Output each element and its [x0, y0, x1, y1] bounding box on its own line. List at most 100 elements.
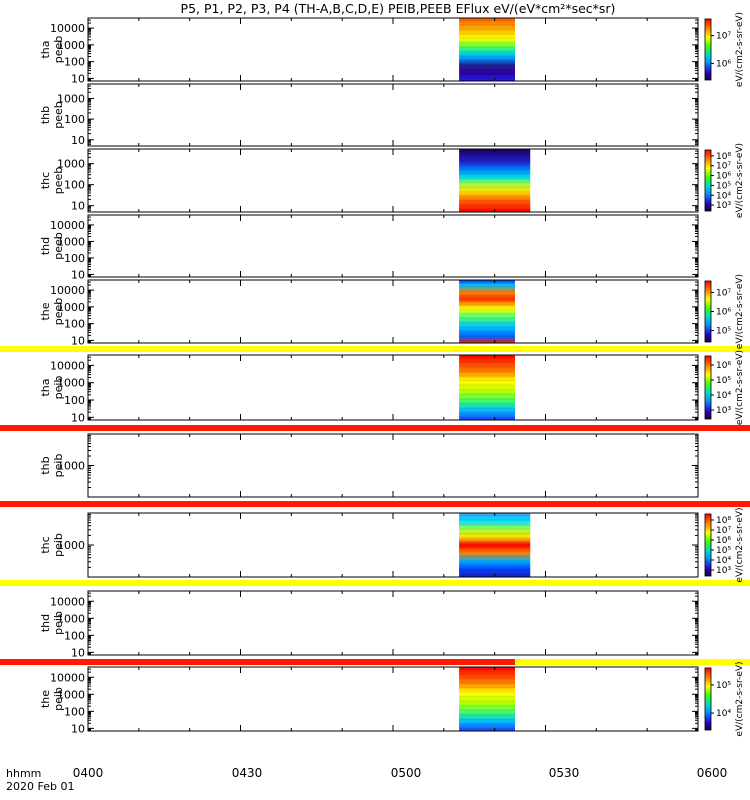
colorbar-tick-label: 10⁷ [716, 162, 731, 172]
y-axis-label-probe: thc [39, 536, 52, 553]
y-tick-label: 1000 [57, 92, 85, 105]
y-axis-label-product: peeb [52, 298, 65, 326]
panel-tha-peib: 10 100 1000 10000 tha peib 10³ 10⁴ 10⁵ 10⁶ eV/(cm2… [0, 350, 750, 431]
flag-bar-red [0, 659, 515, 665]
y-tick-label: 10000 [50, 219, 85, 232]
spectrogram-block [459, 280, 515, 343]
y-tick-label: 10000 [50, 284, 85, 297]
x-tick-label-0: 0400 [73, 766, 104, 780]
colorbar-tick-label: 10⁴ [716, 556, 731, 566]
colorbar-label: eV/(cm2-s-sr-eV) [735, 507, 745, 582]
panel-frame [87, 214, 699, 278]
y-tick-label: 1000 [57, 158, 85, 171]
panel-frame [87, 512, 699, 578]
spectrogram-block [459, 513, 531, 577]
y-axis-label-probe: thc [39, 172, 52, 189]
colorbar [704, 149, 712, 212]
panel-thb-peib: 1000 thb peib [0, 433, 750, 507]
flag-bar-yellow [515, 659, 750, 665]
panel-frame [87, 666, 699, 732]
colorbar-tick-label: 10⁵ [716, 327, 731, 337]
y-axis-label-probe: thd [39, 614, 52, 632]
y-axis-label-probe: the [39, 690, 52, 708]
colorbar [704, 667, 712, 731]
y-tick-label: 1000 [57, 377, 85, 390]
colorbar-tick-label: 10⁵ [716, 376, 731, 386]
y-tick-label: 10 [71, 646, 85, 659]
flag-bar-yellow [0, 346, 750, 352]
flag-bar-red [0, 501, 750, 507]
x-tick-label-1: 0430 [232, 766, 263, 780]
x-axis: 0400 0430 0500 0530 0600 [73, 766, 728, 780]
y-tick-label: 10 [71, 72, 85, 85]
y-axis-label-product: peib [52, 687, 65, 711]
colorbar [704, 355, 712, 420]
y-tick-label: 10000 [50, 22, 85, 35]
y-tick-label: 100 [64, 705, 85, 718]
y-tick-label: 100 [64, 629, 85, 642]
y-tick-label: 100 [64, 113, 85, 126]
figure-title: P5, P1, P2, P3, P4 (TH-A,B,C,D,E) PEIB,P… [181, 1, 616, 16]
spectrogram-block [459, 18, 515, 81]
y-tick-label: 1000 [57, 235, 85, 248]
panel-frame [87, 354, 699, 421]
colorbar-tick-label: 10³ [716, 201, 731, 211]
panel-frame [87, 83, 699, 147]
spectrogram-block [459, 355, 515, 420]
y-axis-label-product: peib [52, 533, 65, 557]
spectrogram-block [459, 149, 531, 212]
y-tick-label: 10 [71, 722, 85, 735]
panel-the-peib: 10 100 1000 10000 the peib 10⁴ 10⁵ eV/(cm2-s-sr-… [39, 661, 745, 736]
colorbar-tick-label: 10⁶ [716, 308, 731, 318]
y-tick-label: 10 [71, 134, 85, 147]
y-tick-label: 1000 [57, 460, 85, 473]
colorbar [704, 280, 712, 343]
colorbar-tick-label: 10⁵ [716, 546, 731, 556]
flag-bar-yellow [0, 580, 750, 586]
colorbar-label: eV/(cm2-s-sr-eV) [735, 143, 745, 218]
panel-frame [87, 590, 699, 656]
panel-frame [87, 148, 699, 213]
y-axis-label-probe: tha [39, 40, 52, 58]
panel-thd-peib: 10 100 1000 10000 thd peib [0, 590, 750, 665]
y-tick-label: 10000 [50, 595, 85, 608]
y-tick-label: 1000 [57, 301, 85, 314]
y-tick-label: 10 [71, 334, 85, 347]
y-axis-label-probe: tha [39, 378, 52, 396]
y-tick-label: 100 [64, 252, 85, 265]
y-tick-label: 10 [71, 268, 85, 281]
colorbar-label: eV/(cm2-s-sr-eV) [735, 350, 745, 425]
panel-frame [87, 433, 699, 498]
y-axis-label-probe: thb [39, 106, 52, 124]
y-tick-label: 100 [64, 318, 85, 331]
y-tick-label: 100 [64, 56, 85, 69]
colorbar-tick-label: 10⁶ [716, 172, 731, 182]
x-tick-label-3: 0530 [549, 766, 580, 780]
colorbar-tick-label: 10⁴ [716, 391, 731, 401]
y-axis-label-product: peeb [52, 36, 65, 64]
y-tick-label: 10000 [50, 359, 85, 372]
y-tick-label: 100 [64, 179, 85, 192]
panel-thb-peeb: 10 100 1000 thb peeb [39, 83, 699, 147]
panel-the-peeb: 10 100 1000 10000 the peeb 10⁵ 10⁶ 10⁷ eV/(cm2-s-… [0, 274, 750, 352]
colorbar [704, 18, 712, 81]
y-axis-label-product: peeb [52, 101, 65, 129]
y-axis-label-product: peib [52, 454, 65, 478]
date-label: 2020 Feb 01 [6, 780, 74, 793]
flag-bar-red [0, 425, 750, 431]
panel-thd-peeb: 10 100 1000 10000 thd peeb [39, 214, 699, 281]
colorbar-label: eV/(cm2-s-sr-eV) [735, 12, 745, 87]
y-axis-label-product: peeb [52, 167, 65, 195]
colorbar-tick-label: 10³ [716, 566, 731, 576]
colorbar-tick-label: 10⁶ [716, 361, 731, 371]
y-axis-label-product: peib [52, 376, 65, 400]
colorbar-tick-label: 10⁵ [716, 681, 731, 691]
panel-tha-peeb: 10 100 1000 10000 tha peeb 10⁶ 10⁷ eV/(cm2-s-sr-… [39, 12, 745, 87]
y-axis-label-probe: thb [39, 456, 52, 474]
y-tick-label: 100 [64, 394, 85, 407]
colorbar-tick-label: 10⁸ [716, 152, 731, 162]
